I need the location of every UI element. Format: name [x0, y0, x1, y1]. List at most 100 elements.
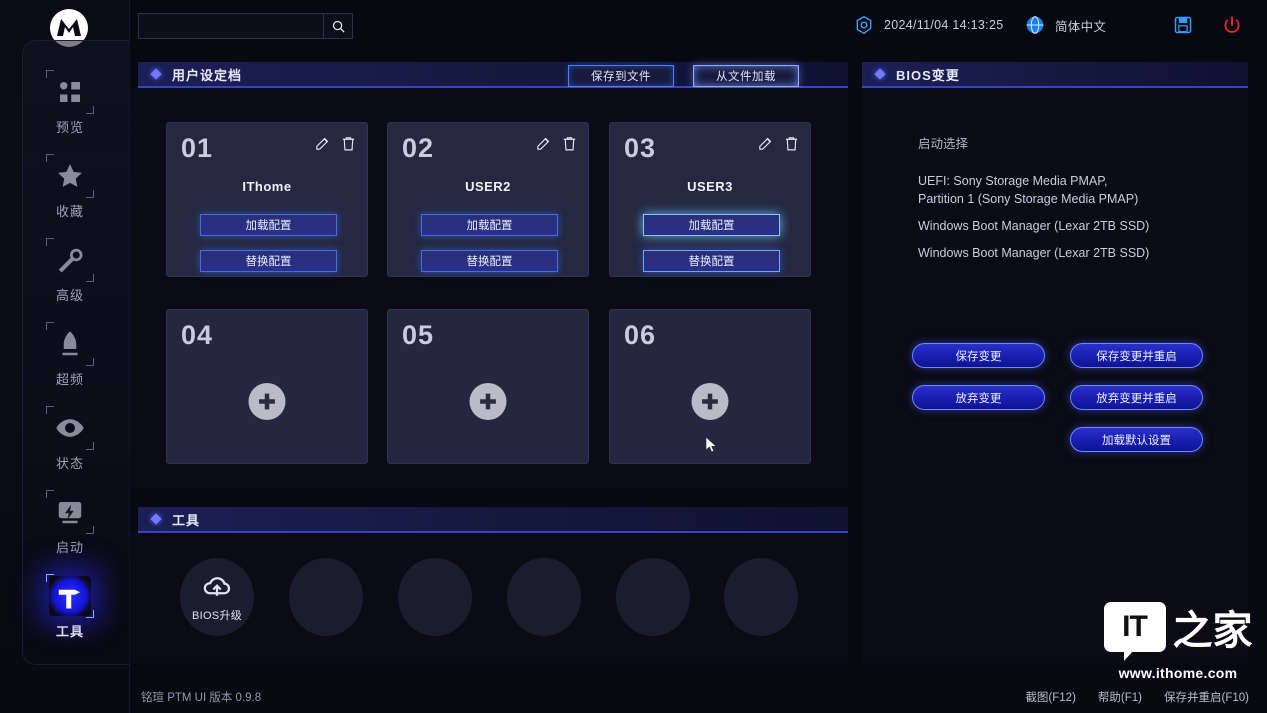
profile-card-empty[interactable]: 05	[387, 309, 589, 464]
save-group[interactable]	[1172, 14, 1194, 36]
sidebar-item-favorites[interactable]: 收藏	[22, 146, 118, 230]
tool-item-label: BIOS升级	[191, 609, 243, 622]
diamond-icon	[150, 68, 162, 80]
power-icon[interactable]	[1221, 14, 1243, 36]
search-input[interactable]	[138, 13, 323, 39]
eye-icon	[46, 406, 94, 450]
tool-item-slot[interactable]	[616, 558, 690, 636]
search-button[interactable]	[323, 13, 353, 39]
search-icon	[332, 20, 345, 33]
language-text: 简体中文	[1055, 19, 1107, 34]
profile-card-actions	[535, 135, 578, 152]
save-to-file-button[interactable]: 保存到文件	[568, 65, 674, 87]
save-changes-button[interactable]: 保存变更	[912, 343, 1045, 368]
replace-profile-button[interactable]: 替换配置	[421, 250, 558, 272]
load-from-file-button[interactable]: 从文件加载	[693, 65, 799, 87]
tool-item-slot[interactable]	[724, 558, 798, 636]
boot-entry[interactable]: Windows Boot Manager (Lexar 2TB SSD)	[918, 219, 1150, 233]
footer-key-help[interactable]: 帮助(F1)	[1097, 692, 1143, 704]
tools-panel-header: 工具	[138, 507, 848, 533]
language-group[interactable]: 简体中文	[1024, 14, 1106, 36]
sidebar-item-label: 超频	[55, 372, 84, 387]
tool-item-slot[interactable]	[289, 558, 363, 636]
tool-item-slot[interactable]	[507, 558, 581, 636]
load-profile-button[interactable]: 加载配置	[200, 214, 337, 236]
bios-panel-body	[862, 88, 1248, 663]
add-profile-button[interactable]	[469, 383, 507, 420]
sidebar-item-preview[interactable]: 预览	[22, 62, 118, 146]
add-profile-button[interactable]	[248, 383, 286, 420]
profiles-panel-title: 用户设定档	[172, 67, 243, 83]
sidebar-item-boot[interactable]: 启动	[22, 482, 118, 566]
discard-changes-button[interactable]: 放弃变更	[912, 385, 1045, 410]
profile-card[interactable]: 02 USER2 加载配置 替换配置	[387, 122, 589, 277]
floppy-save-icon[interactable]	[1172, 14, 1194, 36]
sidebar-item-label: 收藏	[55, 204, 84, 219]
edit-icon[interactable]	[535, 135, 552, 152]
mouse-cursor	[705, 436, 719, 454]
sidebar-item-status[interactable]: 状态	[22, 398, 118, 482]
grid-icon	[46, 70, 94, 114]
footer-key-screenshot[interactable]: 截图(F12)	[1025, 692, 1076, 704]
profile-card[interactable]: 03 USER3 加载配置 替换配置	[609, 122, 811, 277]
watermark-cn-mark: 之家	[1172, 608, 1253, 654]
bios-panel-header: BIOS变更	[862, 62, 1248, 88]
profile-card-empty[interactable]: 06	[609, 309, 811, 464]
boot-entry[interactable]: Windows Boot Manager (Lexar 2TB SSD)	[918, 246, 1150, 260]
globe-icon	[1024, 14, 1046, 36]
tool-hammer-icon	[46, 574, 94, 618]
trash-icon[interactable]	[783, 135, 800, 152]
trash-icon[interactable]	[561, 135, 578, 152]
tool-item-slot[interactable]	[398, 558, 472, 636]
load-profile-button[interactable]: 加载配置	[643, 214, 780, 236]
boot-selection-label: 启动选择	[918, 137, 969, 151]
cloud-upload-icon	[203, 576, 231, 596]
profile-name: IThome	[242, 179, 292, 194]
profile-number: 02	[402, 133, 435, 163]
footer-key-save-reboot[interactable]: 保存并重启(F10)	[1164, 692, 1249, 704]
datetime-text: 2024/11/04 14:13:25	[884, 18, 1004, 32]
watermark-it-mark: IT	[1103, 602, 1166, 661]
plus-icon	[702, 393, 718, 410]
profile-number: 03	[624, 133, 657, 163]
tool-item-bios-upgrade[interactable]: BIOS升级	[180, 558, 254, 636]
profile-card[interactable]: 01 IThome 加载配置 替换配置	[166, 122, 368, 277]
search-box	[138, 13, 353, 39]
sidebar-item-overclock[interactable]: 超频	[22, 314, 118, 398]
profile-card-actions	[757, 135, 800, 152]
edit-icon[interactable]	[314, 135, 331, 152]
clock-gear-icon	[853, 14, 875, 36]
maxsun-logo	[47, 6, 91, 50]
power-group[interactable]	[1221, 14, 1243, 36]
edit-icon[interactable]	[757, 135, 774, 152]
bios-panel-title: BIOS变更	[896, 67, 960, 83]
sidebar-item-tools[interactable]: 工具	[22, 566, 118, 650]
discard-and-reboot-button[interactable]: 放弃变更并重启	[1070, 385, 1203, 410]
load-profile-button[interactable]: 加载配置	[421, 214, 558, 236]
sidebar-item-advanced[interactable]: 高级	[22, 230, 118, 314]
footer-version: 铭瑄 PTM UI 版本 0.9.8	[141, 692, 262, 704]
load-defaults-button[interactable]: 加载默认设置	[1070, 427, 1203, 452]
add-profile-button[interactable]	[691, 383, 729, 420]
profile-number: 05	[402, 320, 435, 350]
plus-icon	[480, 393, 496, 410]
footer-keys: 截图(F12) 帮助(F1) 保存并重启(F10)	[1025, 689, 1249, 705]
profile-card-empty[interactable]: 04	[166, 309, 368, 464]
save-and-reboot-button[interactable]: 保存变更并重启	[1070, 343, 1203, 368]
sidebar-rail	[22, 40, 130, 665]
sidebar-item-label: 工具	[55, 624, 84, 639]
trash-icon[interactable]	[340, 135, 357, 152]
sidebar-item-label: 启动	[55, 540, 84, 555]
replace-profile-button[interactable]: 替换配置	[643, 250, 780, 272]
sidebar-item-label: 状态	[55, 456, 84, 471]
top-bar: 2024/11/04 14:13:25 简体中文	[130, 0, 1267, 52]
replace-profile-button[interactable]: 替换配置	[200, 250, 337, 272]
ithome-watermark: IT 之家 www.ithome.com	[1098, 598, 1258, 681]
sidebar-nav: 预览 收藏 高级 超频	[22, 62, 118, 650]
boot-entry[interactable]: UEFI: Sony Storage Media PMAP, Partition…	[918, 174, 1139, 206]
watermark-logo-row: IT 之家	[1098, 598, 1258, 661]
watermark-url: www.ithome.com	[1118, 665, 1238, 681]
datetime-group: 2024/11/04 14:13:25	[853, 14, 1003, 36]
profile-name: USER2	[465, 179, 511, 194]
tools-panel-body: BIOS升级	[130, 533, 848, 663]
